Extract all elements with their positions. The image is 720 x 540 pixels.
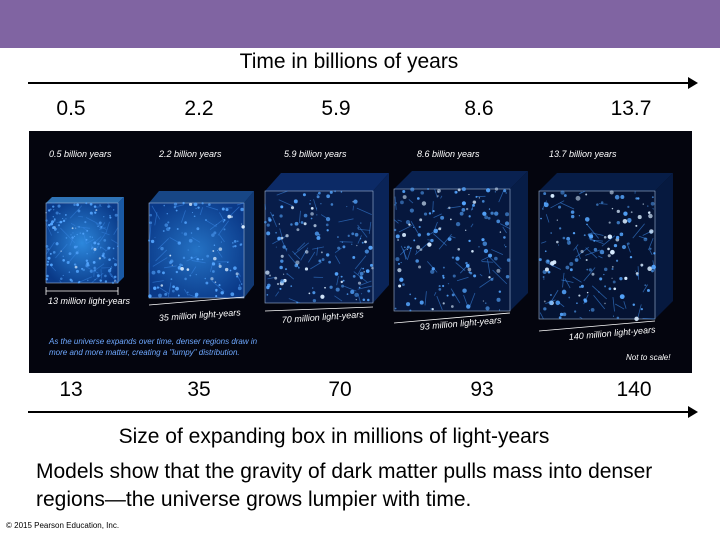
dark-matter-simulation-figure: 0.5 billion years 2.2 billion years 5.9 … — [29, 131, 692, 373]
size-axis-arrow — [28, 406, 698, 418]
size-axis-caption: Size of expanding box in millions of lig… — [118, 425, 550, 448]
title-bar — [0, 0, 720, 48]
time-axis-title: Time in billions of years — [239, 50, 459, 73]
panel-size-label-3: 70 million light-years — [281, 309, 364, 325]
time-value-2: 2.2 — [184, 97, 214, 120]
time-value-1: 0.5 — [56, 97, 86, 120]
panel-time-label-3: 5.9 billion years — [284, 149, 347, 159]
cosmic-web-filaments — [45, 187, 656, 322]
panel-size-label-2: 35 million light-years — [158, 307, 241, 323]
panel-size-label-1: 13 million light-years — [48, 296, 131, 306]
figure-note-line-1: As the universe expands over time, dense… — [48, 337, 258, 346]
panel-time-label-2: 2.2 billion years — [158, 149, 222, 159]
size-value-4: 93 — [470, 378, 494, 401]
panel-time-label-5: 13.7 billion years — [549, 149, 617, 159]
cube-2 — [148, 191, 254, 299]
body-text: Models show that the gravity of dark mat… — [36, 460, 653, 511]
figure-note-line-2: more and more matter, creating a "lumpy"… — [49, 348, 240, 357]
size-value-3: 70 — [328, 378, 352, 401]
size-value-5: 140 — [616, 378, 652, 401]
size-value-2: 35 — [187, 378, 211, 401]
cube-5 — [538, 173, 673, 320]
time-value-5: 13.7 — [610, 97, 652, 120]
time-value-3: 5.9 — [321, 97, 351, 120]
panel-time-label-4: 8.6 billion years — [417, 149, 480, 159]
time-axis-arrow — [28, 77, 698, 89]
panel-size-label-4: 93 million light-years — [419, 315, 502, 332]
time-value-4: 8.6 — [464, 97, 494, 120]
size-value-1: 13 — [59, 378, 83, 401]
panel-time-label-1: 0.5 billion years — [49, 149, 112, 159]
scale-note: Not to scale! — [626, 353, 671, 362]
scale-bars — [45, 287, 656, 332]
copyright-notice: © 2015 Pearson Education, Inc. — [6, 521, 120, 530]
